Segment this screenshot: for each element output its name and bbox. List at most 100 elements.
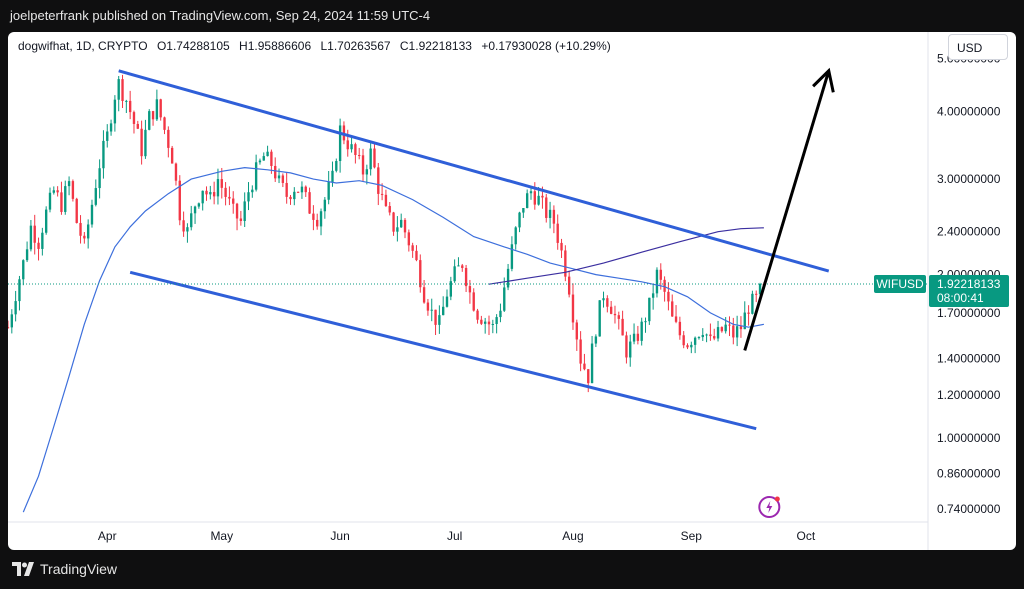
candle-body xyxy=(724,324,727,332)
legend-change: +0.17930028 (+10.29%) xyxy=(481,39,611,53)
candle-body xyxy=(426,302,430,311)
candle-body xyxy=(365,169,369,175)
price-tag-countdown: 08:00:41 xyxy=(937,291,984,305)
tradingview-logo[interactable]: TradingView xyxy=(12,561,117,577)
y-tick-label: 0.74000000 xyxy=(937,502,1001,516)
candle-body xyxy=(468,286,472,293)
candle-body xyxy=(499,310,502,318)
x-tick-label: Jul xyxy=(447,529,462,543)
candle-body xyxy=(117,79,120,100)
candle-body xyxy=(697,337,701,339)
candle-body xyxy=(480,319,483,324)
channel-lower-line xyxy=(129,270,757,431)
candle-body xyxy=(113,99,117,124)
candle-body xyxy=(506,268,510,288)
candle-body xyxy=(392,212,395,232)
candle-body xyxy=(75,198,78,223)
candle-body xyxy=(144,129,147,157)
projection-arrow-head xyxy=(812,67,835,93)
candle-body xyxy=(319,211,323,227)
candle-body xyxy=(461,265,464,268)
candle-body xyxy=(415,250,418,261)
candle-body xyxy=(285,182,288,197)
candle-body xyxy=(438,315,441,325)
candle-body xyxy=(396,227,399,232)
candle-body xyxy=(464,267,468,287)
candle-body xyxy=(224,187,227,197)
candle-body xyxy=(514,227,517,245)
footer-bar: TradingView xyxy=(0,550,1024,589)
candle-body xyxy=(254,162,258,190)
candle-body xyxy=(701,334,704,338)
candle-body xyxy=(29,225,33,250)
candle-body xyxy=(190,213,193,228)
candle-body xyxy=(548,209,552,218)
candle-body xyxy=(751,293,754,314)
candle-body xyxy=(613,313,617,316)
candle-body xyxy=(667,291,670,302)
candle-body xyxy=(571,294,575,323)
candle-body xyxy=(90,204,94,225)
candle-body xyxy=(503,287,506,311)
candle-body xyxy=(606,298,609,307)
candle-body xyxy=(193,206,197,214)
candle-body xyxy=(8,327,10,329)
candle-body xyxy=(98,168,101,189)
price-chart[interactable]: 5.000000004.000000003.000000002.40000000… xyxy=(8,32,1016,550)
candle-body xyxy=(411,245,414,251)
candle-body xyxy=(33,225,36,243)
candle-body xyxy=(52,190,55,193)
currency-button[interactable]: USD xyxy=(948,34,1008,60)
legend-open: O1.74288105 xyxy=(156,39,230,53)
candle-body xyxy=(567,276,571,295)
candle-body xyxy=(251,189,254,193)
candle-body xyxy=(346,140,349,150)
candle-body xyxy=(304,186,307,193)
price-tag-bg xyxy=(929,274,1009,307)
candle-body xyxy=(705,334,708,336)
candle-body xyxy=(621,318,624,336)
candle-body xyxy=(472,292,475,311)
y-tick-label: 2.40000000 xyxy=(937,225,1001,239)
candle-body xyxy=(323,199,327,212)
candle-body xyxy=(83,235,86,239)
candle-body xyxy=(182,220,185,232)
candle-body xyxy=(682,335,685,346)
candle-body xyxy=(354,144,357,156)
candle-body xyxy=(457,265,460,267)
candle-body xyxy=(136,123,139,129)
candle-body xyxy=(197,203,201,207)
candle-body xyxy=(274,165,277,179)
candle-body xyxy=(106,131,109,141)
candle-body xyxy=(735,326,739,338)
candle-body xyxy=(732,325,735,338)
candle-body xyxy=(277,175,281,179)
candle-body xyxy=(545,197,548,218)
y-tick-label: 4.00000000 xyxy=(937,104,1001,118)
candle-body xyxy=(201,190,204,204)
candle-body xyxy=(743,312,746,330)
chart-card[interactable]: 5.000000004.000000003.000000002.40000000… xyxy=(8,32,1016,550)
candle-body xyxy=(388,206,391,213)
candle-body xyxy=(422,287,426,303)
candle-body xyxy=(575,322,578,340)
moving-average-long-line xyxy=(488,227,764,285)
candle-body xyxy=(216,179,220,197)
candle-body xyxy=(522,208,525,213)
candle-body xyxy=(533,191,536,205)
candle-body xyxy=(331,170,334,182)
candle-body xyxy=(636,333,640,341)
candle-body xyxy=(232,198,235,204)
candle-body xyxy=(170,147,174,164)
candle-body xyxy=(167,129,170,148)
candle-body xyxy=(495,317,498,324)
candle-body xyxy=(270,151,273,166)
candle-body xyxy=(293,191,296,200)
candle-body xyxy=(625,335,628,358)
candle-body xyxy=(693,337,697,345)
candle-body xyxy=(67,181,71,187)
candle-body xyxy=(671,301,674,317)
candle-body xyxy=(537,195,540,205)
candle-body xyxy=(442,306,445,316)
candle-body xyxy=(713,336,716,339)
